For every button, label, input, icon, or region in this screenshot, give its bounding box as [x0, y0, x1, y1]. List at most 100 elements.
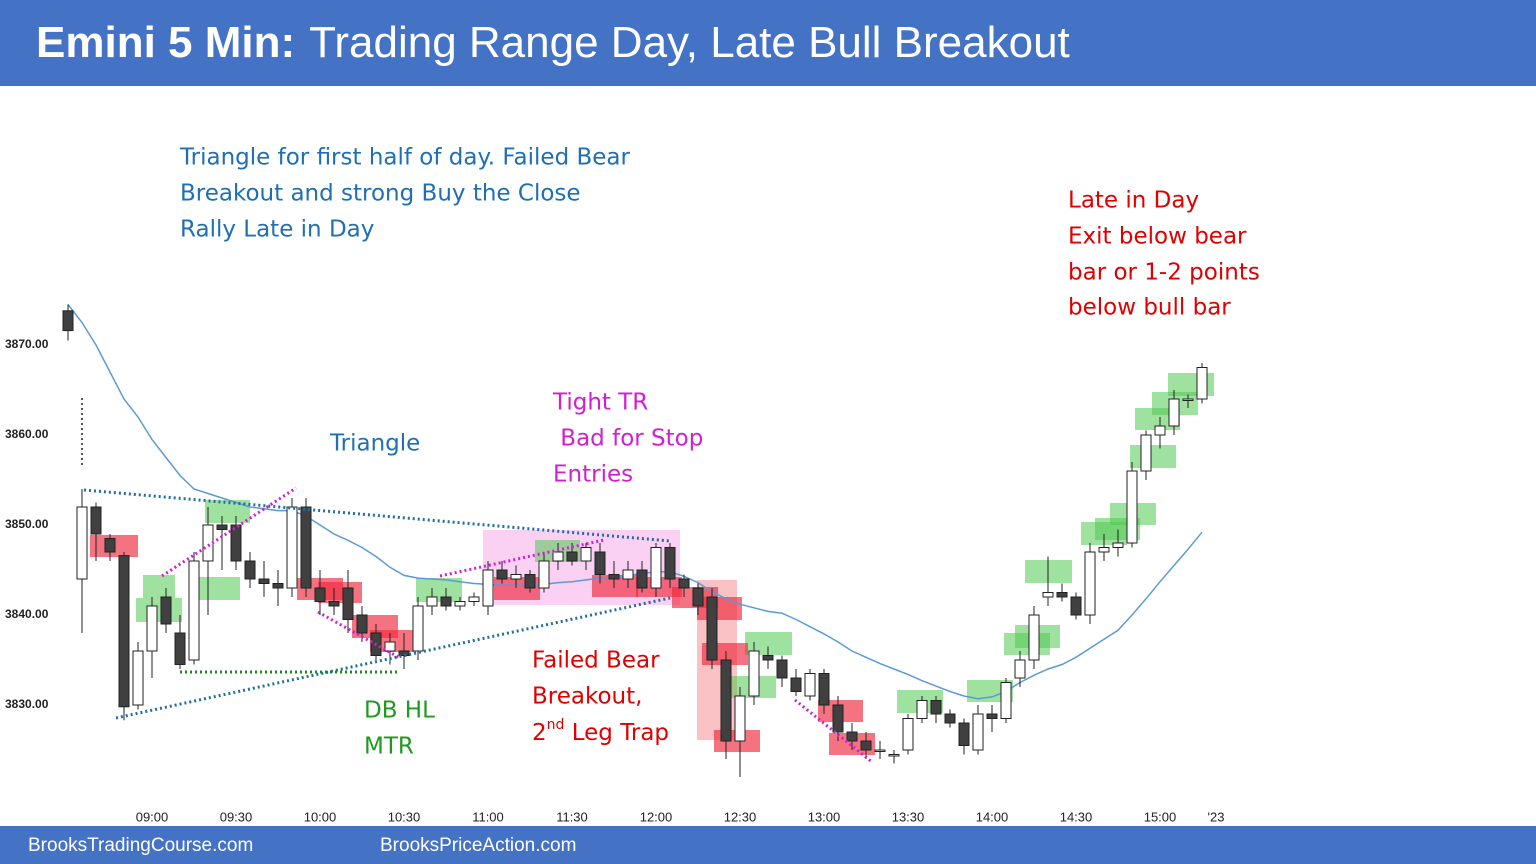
x-tick-label: 11:30: [556, 809, 588, 824]
x-tick-label: 12:00: [640, 809, 673, 824]
candle-body: [468, 596, 480, 602]
candle-body: [524, 574, 536, 589]
candle-body: [384, 641, 396, 652]
candle-body: [76, 506, 88, 580]
wedge-line: [317, 610, 401, 660]
x-tick-label: 13:00: [808, 809, 841, 824]
annotation-sup: nd: [547, 717, 565, 733]
candle-body: [118, 555, 130, 708]
annotation: Entries: [553, 462, 633, 488]
annotation: Tight TR: [552, 390, 648, 416]
annotation: MTR: [364, 734, 414, 760]
candle-body: [1056, 592, 1068, 598]
candle-body: [566, 551, 578, 562]
x-tick-label: 09:00: [136, 809, 169, 824]
candle-body: [314, 587, 326, 602]
candle-body: [426, 596, 438, 607]
ema-line: [67, 304, 1203, 700]
candle-body: [1028, 614, 1040, 661]
x-tick-label: 11:00: [472, 809, 504, 824]
x-tick-label: 14:00: [976, 809, 1009, 824]
annotation: Triangle: [329, 431, 420, 457]
candle-body: [748, 650, 760, 697]
candle-body: [832, 704, 844, 733]
candle-body: [608, 574, 620, 580]
annotation: below bull bar: [1068, 295, 1231, 321]
annotation: bar or 1-2 points: [1068, 260, 1260, 286]
annotation: Breakout,: [532, 684, 642, 710]
candle-body: [972, 713, 984, 751]
title: Emini 5 Min: Trading Range Day, Late Bull…: [36, 18, 1070, 67]
candle-body: [552, 551, 564, 562]
annotation: Rally Late in Day: [180, 217, 374, 243]
candle-body: [594, 551, 606, 575]
bull-signal: [143, 575, 175, 598]
candle-body: [1014, 659, 1026, 679]
candle-body: [678, 578, 690, 589]
bull-signal: [136, 598, 182, 622]
candle-body: [1154, 425, 1166, 436]
candle-body: [1196, 367, 1208, 400]
bull-signal: [205, 500, 250, 523]
annotation: Breakout and strong Buy the Close: [180, 181, 581, 207]
y-tick-label: 3860.00: [5, 427, 49, 441]
candle-body: [216, 524, 228, 530]
y-tick-label: 3850.00: [5, 517, 49, 531]
candle-body: [580, 547, 592, 562]
candle-body: [146, 605, 158, 652]
candle-body: [776, 659, 788, 679]
candle-body: [202, 524, 214, 562]
candle-body: [930, 700, 942, 715]
trendlines: [81, 398, 873, 764]
candle-body: [1182, 398, 1194, 401]
candle-body: [706, 596, 718, 661]
candle-body: [916, 700, 928, 719]
candle-body: [1098, 547, 1110, 553]
footer-left: BrooksTradingCourse.com: [28, 835, 253, 856]
bull-signal: [1130, 445, 1176, 468]
candle-body: [174, 632, 186, 665]
bear-signal: [697, 597, 742, 620]
candle-body: [762, 655, 774, 661]
candle-body: [510, 574, 522, 580]
candle-body: [188, 560, 200, 661]
candle-body: [1070, 596, 1082, 616]
plot-area: 3830.00 3840.00 3850.00 3860.00 3870.00 09:00…: [5, 304, 1224, 824]
y-tick-label: 3840.00: [5, 607, 49, 621]
candle-body: [1126, 470, 1138, 544]
title-bold: Emini 5 Min:: [36, 18, 295, 67]
candle-body: [440, 596, 452, 607]
candle-body: [692, 587, 704, 607]
candle-body: [90, 506, 102, 535]
candle-body: [846, 731, 858, 742]
title-text: Trading Range Day, Late Bull Breakout: [309, 18, 1070, 67]
y-tick-label: 3870.00: [5, 337, 49, 351]
candle-body: [482, 569, 494, 607]
annotation: Late in Day: [1068, 188, 1199, 214]
annotation: Triangle for first half of day. Failed B…: [179, 145, 631, 171]
annotation: 2nd Leg Trap: [532, 717, 669, 746]
annotation-part: Leg Trap: [564, 720, 669, 746]
triangle-top: [83, 488, 671, 543]
candle-body: [958, 722, 970, 746]
annotations: Triangle for first half of day. Failed B…: [179, 145, 1260, 760]
candle-body: [664, 547, 676, 580]
bear-signal: [592, 575, 638, 597]
candle-body: [412, 605, 424, 652]
y-tick-label: 3830.00: [5, 697, 49, 711]
candle-body: [104, 538, 116, 553]
annotation: Failed Bear: [532, 648, 660, 674]
candle-body: [1042, 592, 1054, 598]
x-tick-label: 15:00: [1144, 809, 1177, 824]
x-tick-label: 12:30: [724, 809, 757, 824]
candle-body: [132, 650, 144, 706]
candle-body: [356, 614, 368, 634]
bull-signal: [416, 578, 462, 602]
header-bar: [0, 0, 1536, 86]
candle-body: [902, 718, 914, 751]
bull-signal: [745, 632, 792, 655]
x-tick-label: 13:30: [892, 809, 925, 824]
annotation: DB HL: [364, 698, 435, 724]
candle-body: [818, 673, 830, 706]
